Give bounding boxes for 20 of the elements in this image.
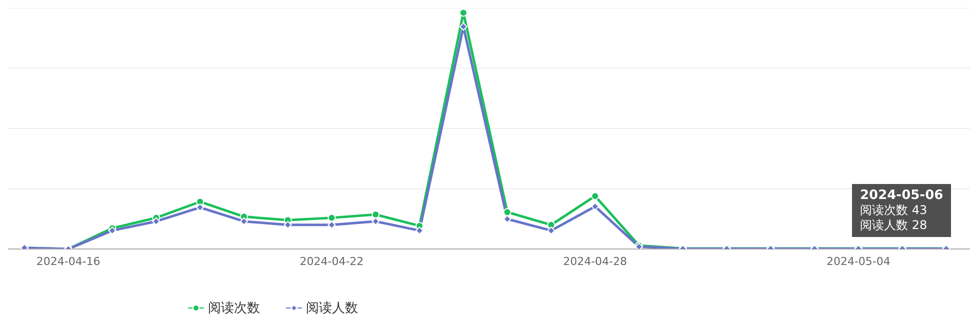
annotation: 阅读人数 28 — [860, 218, 928, 233]
x-tick-label: 2024-04-22 — [300, 254, 364, 268]
point — [328, 214, 336, 222]
point — [459, 8, 468, 17]
point — [152, 217, 160, 226]
point — [372, 217, 380, 226]
legend-label: 阅读次数 — [207, 300, 260, 317]
annotation: 阅读次数 43 — [860, 203, 928, 218]
point — [284, 220, 292, 229]
point — [328, 220, 336, 229]
x-tick-label: 2024-05-04 — [826, 254, 890, 268]
x-tick-label: 2024-04-28 — [563, 254, 628, 268]
legend-label: 阅读人数 — [305, 300, 358, 317]
point — [503, 208, 512, 216]
point — [459, 22, 468, 31]
x-tick-label: 2024-04-16 — [36, 254, 100, 268]
point — [547, 220, 556, 229]
annotation: 2024-05-06 — [860, 188, 944, 203]
point — [591, 192, 600, 200]
point — [240, 217, 248, 226]
